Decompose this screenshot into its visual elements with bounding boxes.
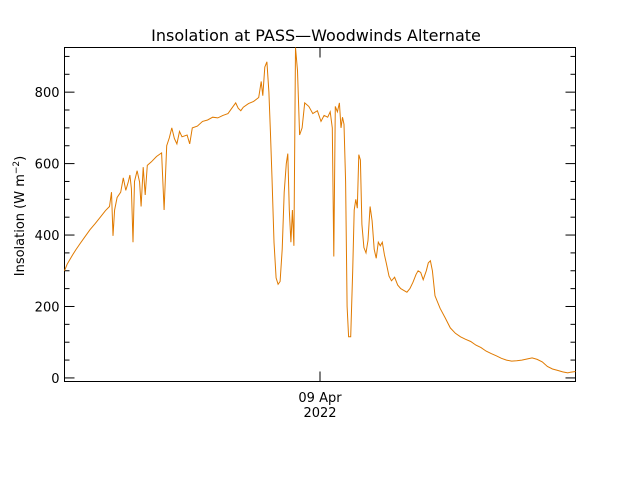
y-tick-label: 800 [35, 86, 60, 101]
y-axis-title-main: Insolation (W m [13, 174, 28, 276]
y-axis: 0 200 400 600 800 [35, 55, 576, 387]
y-axis-title-close: ) [13, 156, 28, 161]
y-tick-label: 0 [51, 372, 59, 387]
y-axis-title: Insolation (W m−2) [12, 156, 28, 277]
plot-frame [64, 47, 576, 382]
x-tick-label-date: 09 Apr [298, 391, 342, 406]
insolation-line [64, 47, 576, 374]
y-tick-label: 400 [35, 229, 60, 244]
x-tick-label-year: 2022 [303, 406, 336, 421]
y-tick-label: 600 [35, 158, 60, 173]
chart-title: Insolation at PASS—Woodwinds Alternate [151, 26, 481, 45]
y-axis-title-exponent: −2 [12, 161, 22, 174]
y-tick-label: 200 [35, 300, 60, 315]
